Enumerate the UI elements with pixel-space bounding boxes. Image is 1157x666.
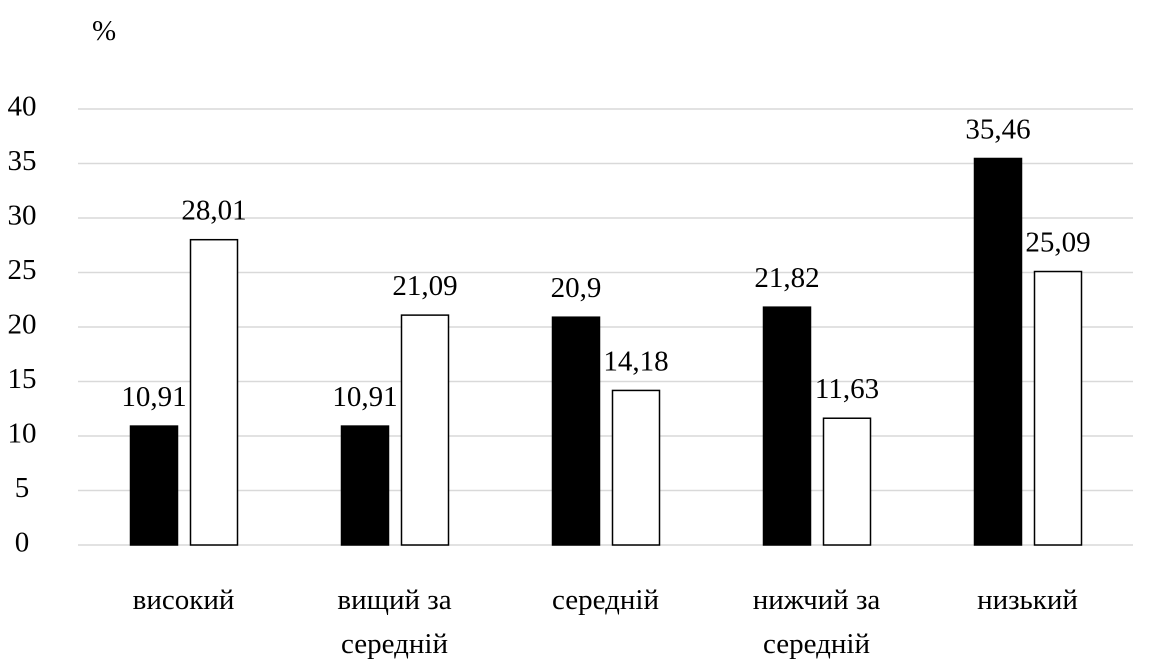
x-tick-label: середній (552, 584, 659, 616)
y-tick-label: 5 (15, 472, 30, 504)
data-label: 11,63 (815, 373, 879, 405)
bar (762, 306, 812, 546)
x-tick-label: вищий за середній (337, 584, 452, 660)
bar (129, 425, 179, 546)
y-tick-label: 40 (8, 91, 37, 123)
y-tick-label: 30 (8, 200, 37, 232)
bar (611, 389, 661, 546)
bar (551, 316, 601, 546)
data-label: 21,09 (392, 270, 457, 302)
data-label: 35,46 (965, 113, 1030, 145)
data-label: 28,01 (181, 195, 246, 227)
data-label: 10,91 (121, 381, 186, 413)
x-tick-label: високий (132, 584, 235, 616)
bar (822, 417, 872, 546)
y-tick-label: 0 (15, 527, 30, 559)
x-tick-label: нижчий за середній (752, 584, 881, 660)
bar (973, 157, 1023, 546)
data-label: 14,18 (603, 345, 668, 377)
y-tick-label: 10 (8, 418, 37, 450)
y-tick-label: 15 (8, 363, 37, 395)
y-tick-label: 35 (8, 145, 37, 177)
bar (340, 425, 390, 546)
data-label: 21,82 (754, 262, 819, 294)
y-tick-label: 25 (8, 254, 37, 286)
data-label: 10,91 (332, 381, 397, 413)
y-axis-label: % (92, 15, 116, 47)
data-label: 20,9 (551, 272, 602, 304)
bar (400, 314, 450, 546)
bar (1033, 270, 1083, 546)
bar (189, 238, 239, 546)
x-tick-label: низький (977, 584, 1078, 616)
y-tick-label: 20 (8, 309, 37, 341)
data-label: 25,09 (1025, 227, 1090, 259)
